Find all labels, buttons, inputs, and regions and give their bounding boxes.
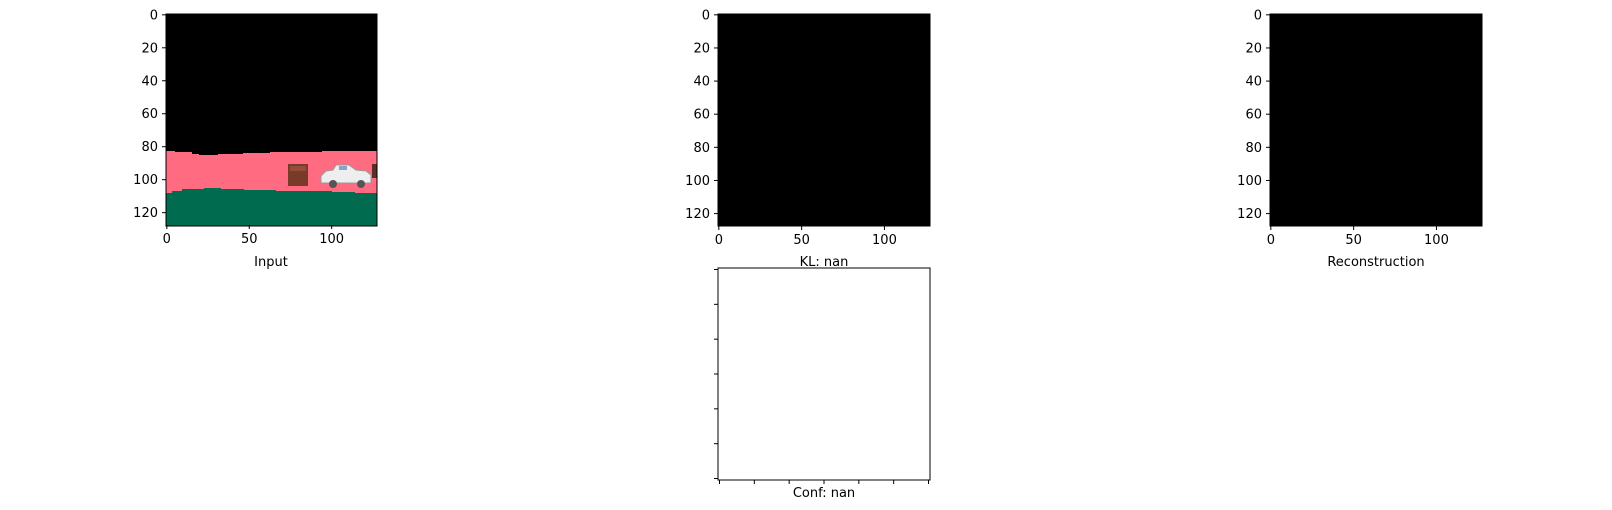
reconstruction-y-tick-label: 120	[1237, 207, 1262, 222]
reconstruction-x-tick-label: 50	[1345, 233, 1362, 248]
kl-panel: 0 50 100 0 20 40 60 80 100 120 KL: nan	[685, 8, 931, 270]
conf-ticks	[714, 269, 929, 484]
input-panel: 0 50 100 0 20 40 60 80 100 120 Input	[133, 8, 378, 270]
reconstruction-y-tick-label: 80	[1245, 141, 1262, 156]
input-y-tick-label: 40	[141, 74, 158, 89]
kl-ticks: 0 50 100 0 20 40 60 80 100 120	[685, 8, 897, 248]
input-x-tick-label: 100	[319, 232, 344, 247]
reconstruction-y-tick-label: 40	[1245, 75, 1262, 90]
input-y-tick-label: 100	[133, 173, 158, 188]
input-xlabel: Input	[254, 255, 288, 270]
kl-y-tick-label: 20	[693, 41, 710, 56]
conf-image	[718, 268, 930, 480]
kl-axes-frame	[717, 13, 931, 227]
kl-image	[718, 14, 930, 226]
input-y-tick-label: 120	[133, 206, 158, 221]
input-x-tick-label: 0	[163, 232, 171, 247]
kl-y-tick-label: 100	[685, 174, 710, 189]
input-y-tick-label: 20	[141, 41, 158, 56]
kl-y-tick-label: 60	[693, 108, 710, 123]
kl-x-tick-label: 0	[715, 233, 723, 248]
input-ticks: 0 50 100 0 20 40 60 80 100 120	[133, 8, 344, 247]
kl-y-tick-label: 0	[702, 8, 710, 23]
reconstruction-y-tick-label: 20	[1245, 41, 1262, 56]
reconstruction-axes-frame	[1269, 13, 1483, 227]
reconstruction-x-tick-label: 100	[1424, 233, 1449, 248]
car-icon	[320, 164, 372, 188]
input-y-tick-label: 60	[141, 107, 158, 122]
reconstruction-image	[1270, 14, 1482, 226]
reconstruction-x-tick-label: 0	[1267, 233, 1275, 248]
reconstruction-panel: 0 50 100 0 20 40 60 80 100 120 Reconstruction	[1237, 8, 1483, 270]
reconstruction-y-tick-label: 100	[1237, 174, 1262, 189]
kl-y-tick-label: 120	[685, 207, 710, 222]
input-x-tick-label: 50	[241, 232, 258, 247]
conf-xlabel: Conf: nan	[793, 486, 855, 501]
input-axes-frame	[165, 13, 378, 227]
reconstruction-xlabel: Reconstruction	[1327, 255, 1424, 270]
kl-y-tick-label: 40	[693, 75, 710, 90]
kl-xlabel: KL: nan	[800, 255, 849, 270]
input-y-tick-label: 0	[150, 8, 158, 23]
kl-x-tick-label: 50	[793, 233, 810, 248]
input-image	[166, 14, 377, 226]
reconstruction-y-tick-label: 60	[1245, 108, 1262, 123]
conf-panel: Conf: nan	[714, 267, 931, 501]
reconstruction-y-tick-label: 0	[1254, 8, 1262, 23]
reconstruction-ticks: 0 50 100 0 20 40 60 80 100 120	[1237, 8, 1449, 248]
input-y-tick-label: 80	[141, 140, 158, 155]
kl-x-tick-label: 100	[872, 233, 897, 248]
kl-y-tick-label: 80	[693, 141, 710, 156]
